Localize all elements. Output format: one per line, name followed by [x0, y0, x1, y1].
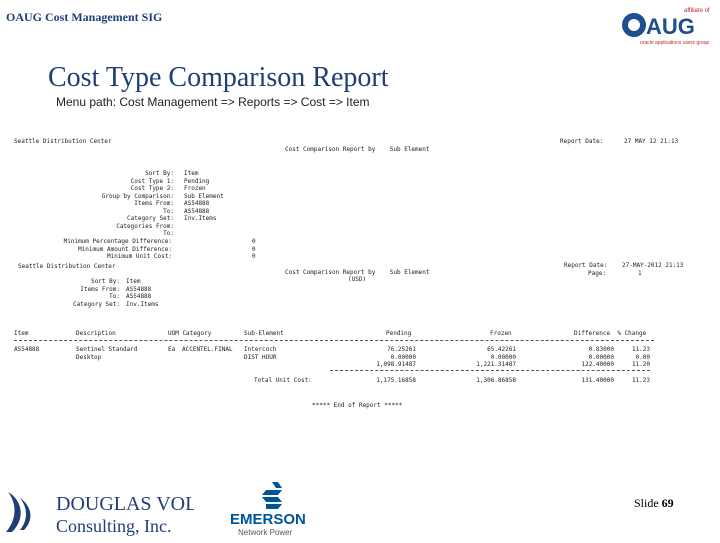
param-value: Pending: [184, 177, 210, 185]
table-row-description: Desktop: [76, 353, 102, 361]
total-pending: 1,175.16858: [376, 377, 416, 384]
douglas-volz-line1: DOUGLAS VOLZ: [56, 493, 194, 515]
col-frozen: Frozen: [490, 330, 512, 337]
table-row-description: Sentinel Standard: [76, 346, 138, 353]
report-date-label-p2: Report Date:: [564, 262, 608, 269]
col-description: Description: [76, 330, 116, 337]
emerson-logo: EMERSON Network Power: [226, 480, 330, 538]
table-row-category: ACCENTEL.FINAL: [182, 346, 233, 353]
param2-label: Items From:: [80, 285, 120, 293]
param-label: Sort By:: [145, 170, 174, 177]
oaug-logo: affiliate of AUG oracle applications use…: [612, 4, 716, 54]
table-header-rule: [14, 340, 654, 341]
threshold-label: Minimum Percentage Difference:: [63, 238, 172, 245]
param-label: Category Set:: [127, 215, 174, 222]
col-pending: Pending: [386, 330, 412, 337]
report-date-p2: 27-MAY-2012 21:13: [622, 262, 684, 269]
total-frozen: 1,306.86858: [476, 377, 516, 384]
table-row-uom: Ea: [168, 346, 176, 353]
param-value: Item: [184, 170, 199, 177]
col-difference-change: Difference % Change: [574, 330, 647, 337]
emerson-wordmark: EMERSON: [230, 511, 306, 528]
col-item: Item: [14, 330, 29, 337]
param-label: Items From:: [134, 200, 174, 207]
param-value: Inv.Items: [184, 215, 217, 222]
table-row-sub-element: DIST HOUR: [244, 353, 277, 361]
threshold-value: 0: [252, 238, 256, 245]
param-label: Group by Comparison:: [101, 192, 174, 200]
threshold-label: Minimum Amount Difference:: [78, 245, 172, 253]
oaug-brand-text: AUG: [646, 14, 695, 39]
table-row-sub-element: Intercoch: [244, 346, 277, 353]
threshold-value: 0: [252, 245, 256, 253]
total-rule: [330, 370, 650, 371]
table-row-pct-change: 11.23: [631, 346, 650, 353]
report-org: Seattle Distribution Center: [14, 138, 112, 145]
menu-path: Menu path: Cost Management => Reports =>…: [56, 95, 370, 109]
param2-value: Inv.Items: [126, 300, 159, 308]
report-title-p2: Cost Comparison Report by Sub Element: [285, 269, 430, 276]
param2-label: Category Set:: [73, 300, 120, 308]
slide-number: Slide 69: [634, 496, 674, 511]
total-difference: 131.40000: [581, 377, 614, 384]
report-currency: (USD): [348, 276, 367, 283]
report-org-p2: Seattle Distribution Center: [18, 263, 116, 270]
param2-value: AS54888: [126, 293, 152, 300]
table-row-item: AS54888: [14, 346, 40, 353]
param-label: To:: [163, 230, 174, 237]
param-label: Cost Type 1:: [130, 177, 174, 185]
param2-value: Item: [126, 278, 141, 285]
col-sub-element: Sub-Element: [244, 330, 284, 337]
threshold-value: 0: [252, 253, 256, 260]
end-of-report: ***** End of Report *****: [312, 402, 403, 409]
report-date-label: Report Date:: [560, 138, 604, 145]
param2-label: To:: [109, 293, 120, 300]
table-row-frozen: 65.42261: [487, 346, 516, 353]
table-row-pct-change: 11.20: [631, 361, 650, 368]
param2-value: AS54888: [126, 285, 152, 293]
param-value: AS54888: [184, 207, 210, 215]
emerson-emblem-icon: [262, 482, 282, 509]
douglas-volz-line2: Consulting, Inc.: [56, 516, 172, 536]
param-label: Categories From:: [116, 222, 174, 230]
table-row-pct-change: 0.00: [635, 353, 650, 361]
table-row-frozen: 0.00000: [490, 353, 516, 361]
param2-label: Sort By:: [91, 278, 120, 285]
sig-title: OAUG Cost Management SIG: [6, 10, 163, 24]
col-uom-category: UOM Category: [168, 330, 212, 337]
report-page-label: Page:: [588, 270, 607, 277]
table-row-pending: 1,098.91487: [376, 361, 416, 368]
param-value: AS54888: [184, 200, 210, 207]
table-row-difference: 0.83000: [588, 346, 614, 353]
douglas-volz-logo: DOUGLAS VOLZ Consulting, Inc.: [4, 488, 210, 536]
emerson-subtitle: Network Power: [238, 528, 293, 537]
threshold-label: Minimum Unit Cost:: [106, 253, 172, 260]
table-row-pending: 76.25261: [387, 346, 416, 353]
report-date: 27 MAY 12 21:13: [624, 138, 679, 145]
slide-title: Cost Type Comparison Report: [48, 62, 389, 93]
oaug-affiliate-text: affiliate of: [684, 8, 710, 14]
total-label: Total Unit Cost:: [254, 377, 312, 384]
param-value: Sub Element: [184, 192, 224, 200]
table-row-difference: 122.40000: [581, 361, 614, 368]
table-row-pending: 0.00000: [390, 353, 416, 361]
oaug-tagline: oracle applications users group: [640, 40, 709, 46]
table-row-frozen: 1,221.31487: [476, 361, 516, 368]
douglas-volz-swoosh-icon: [6, 492, 21, 532]
total-pct-change: 11.23: [631, 377, 650, 384]
slide-number-value: 69: [661, 496, 674, 510]
report-title: Cost Comparison Report by Sub Element: [285, 146, 430, 153]
slide-label: Slide: [634, 496, 659, 510]
table-row-difference: 0.00000: [588, 353, 614, 361]
param-value: Frozen: [184, 185, 206, 192]
param-label: To:: [163, 207, 174, 215]
param-label: Cost Type 2:: [130, 185, 174, 192]
report-page-number: 1: [638, 270, 642, 277]
